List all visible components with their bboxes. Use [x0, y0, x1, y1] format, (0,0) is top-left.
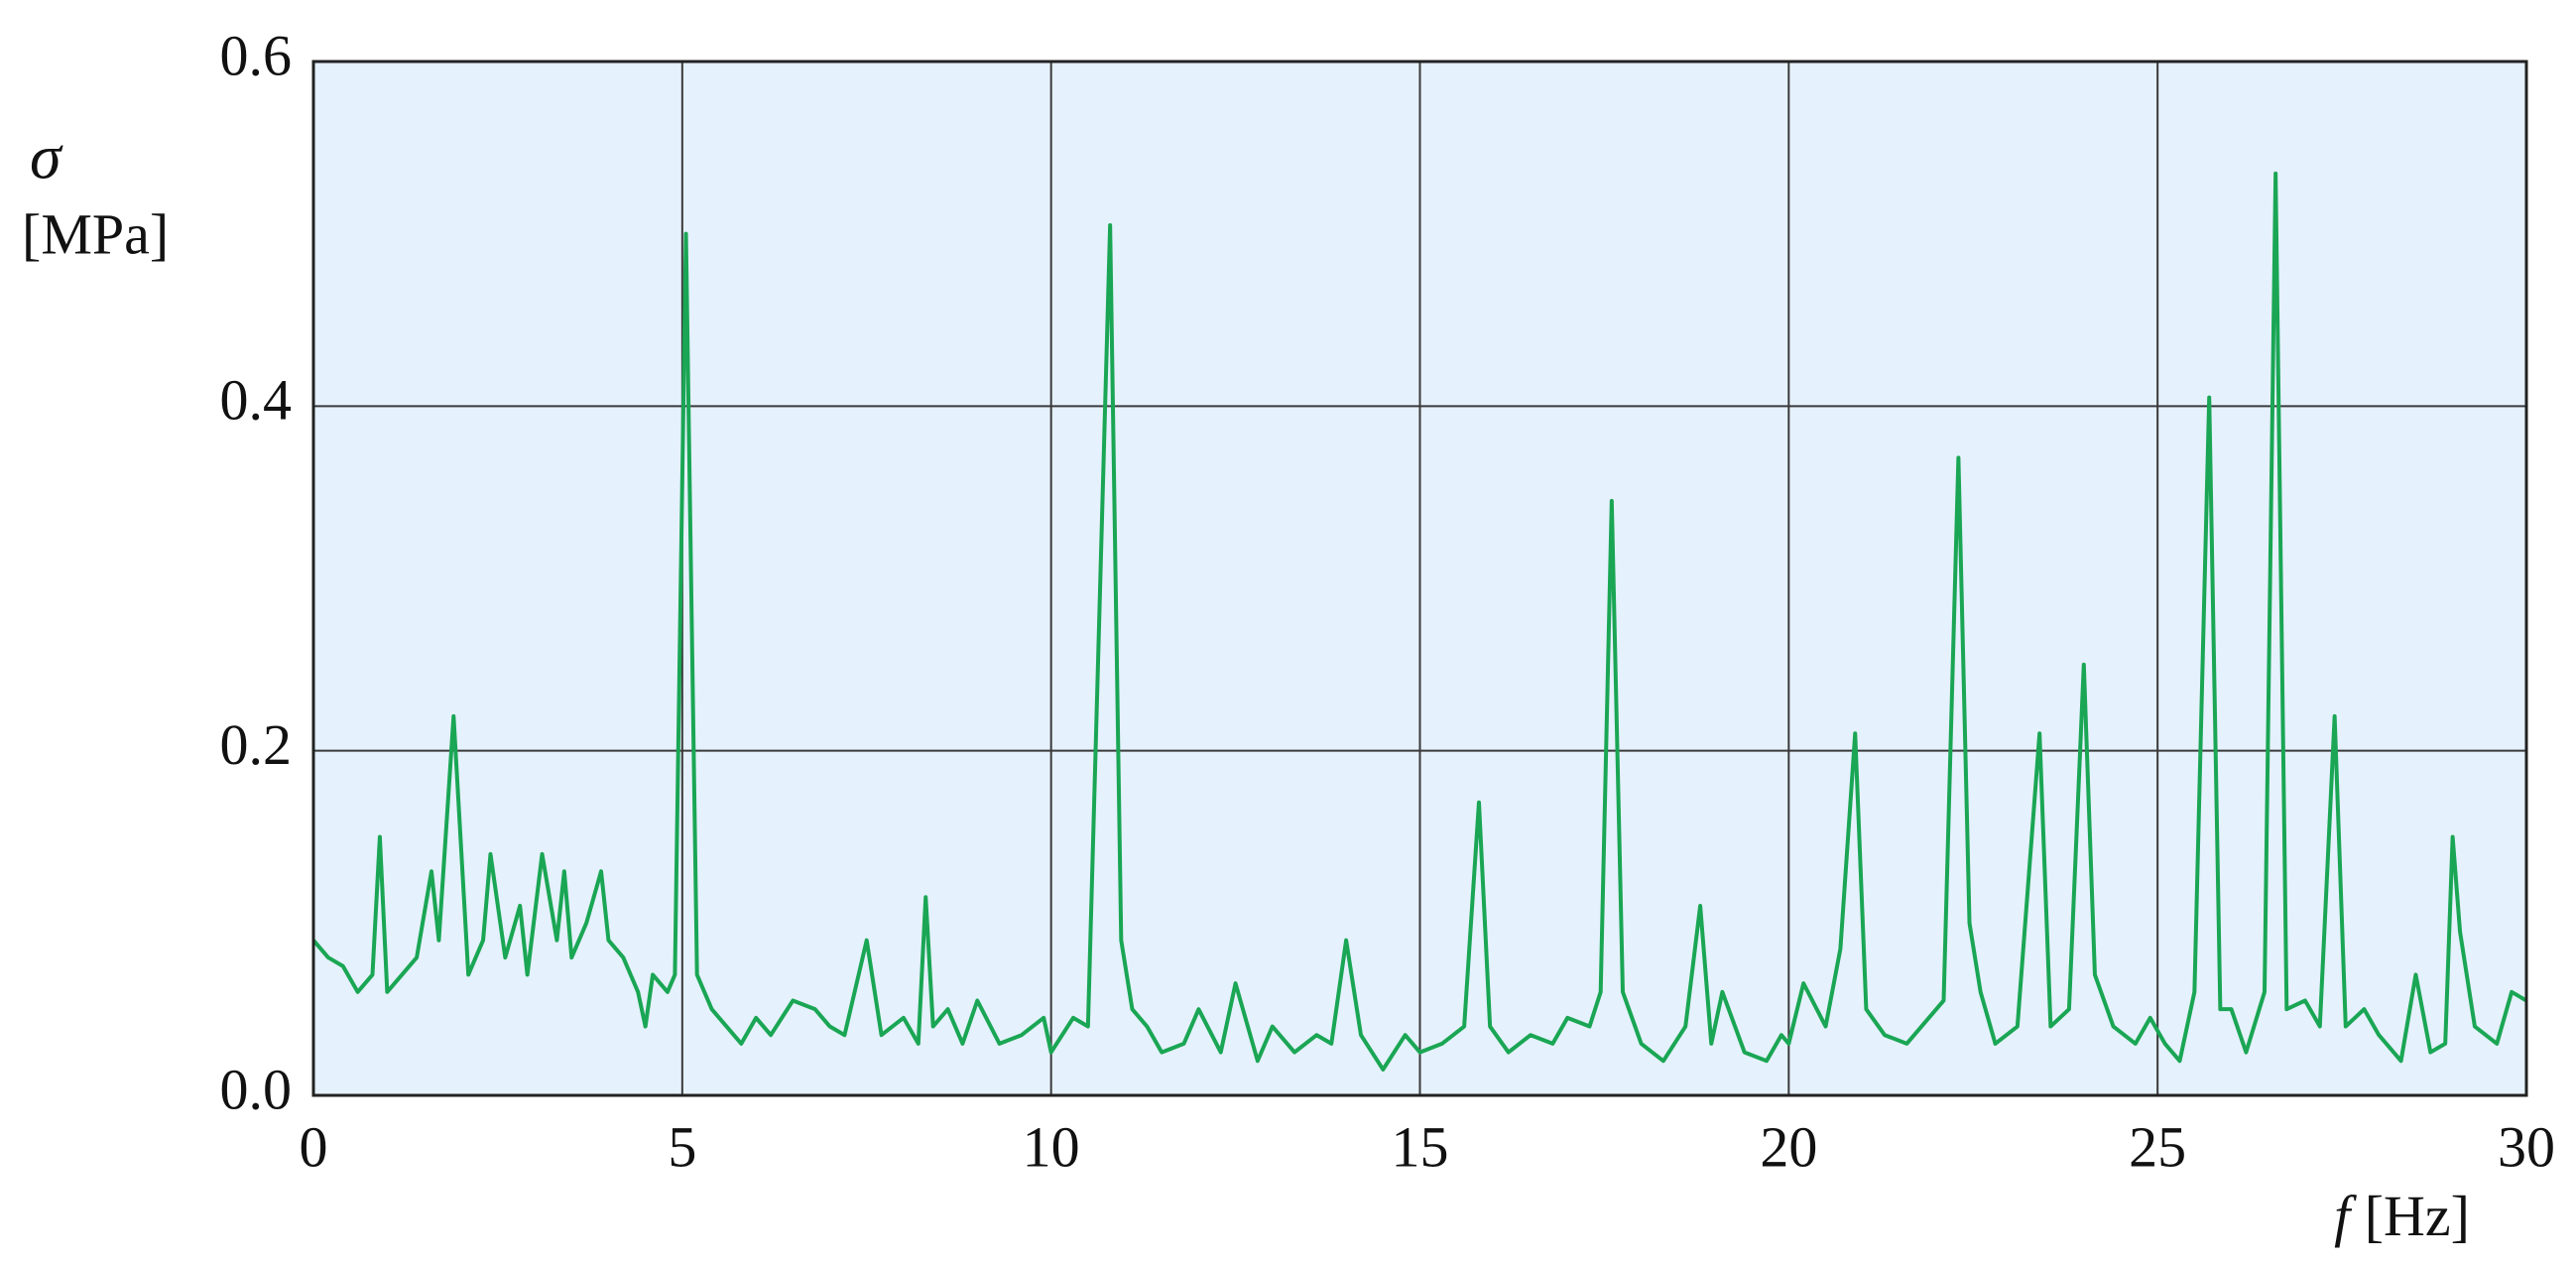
x-axis-unit: [Hz]	[2365, 1184, 2470, 1248]
x-tick-label: 20	[1760, 1114, 1817, 1179]
x-tick-label: 10	[1023, 1114, 1080, 1179]
y-tick-label: 0.2	[220, 712, 293, 777]
x-axis-label: f [Hz]	[2334, 1184, 2470, 1248]
x-tick-label: 25	[2129, 1114, 2186, 1179]
plot-frame	[311, 60, 2528, 1097]
x-axis-symbol: f	[2334, 1184, 2357, 1248]
y-tick-label: 0.4	[220, 368, 293, 433]
y-tick-label: 0.6	[220, 23, 293, 87]
x-tick-label: 0	[300, 1114, 328, 1179]
x-tick-label: 15	[1392, 1114, 1449, 1179]
y-tick-label: 0.0	[220, 1057, 293, 1121]
x-tick-label: 5	[668, 1114, 696, 1179]
x-tick-label: 30	[2498, 1114, 2555, 1179]
data-line	[311, 171, 2528, 1072]
y-axis-unit: [MPa]	[22, 201, 169, 266]
y-axis-symbol: σ	[30, 122, 63, 192]
